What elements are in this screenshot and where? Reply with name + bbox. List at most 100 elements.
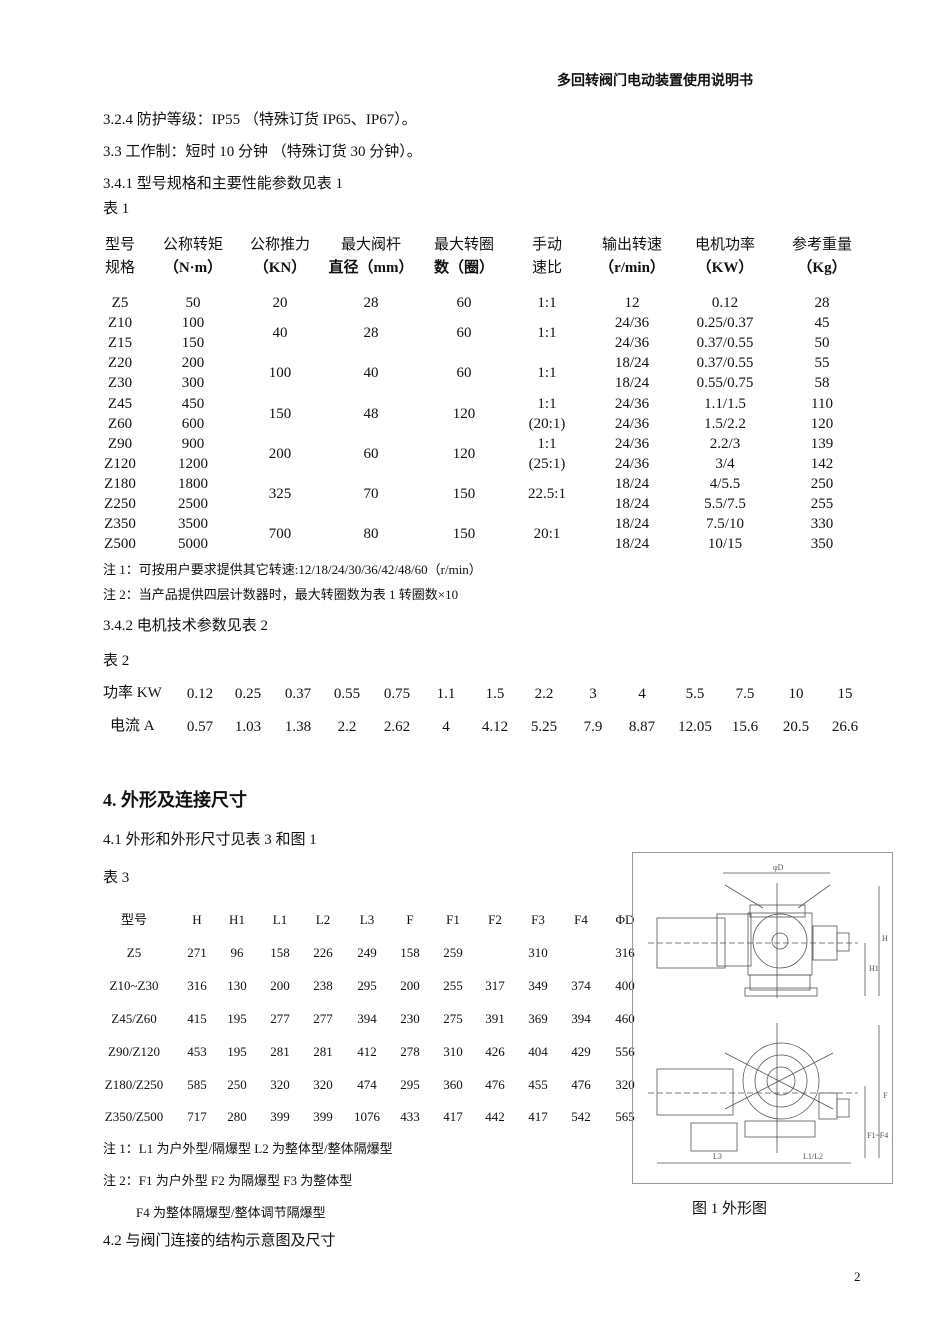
table2-cell-current: 4.12 (481, 719, 509, 735)
table1-cell-model: Z350 (104, 516, 136, 533)
table3-cell: 394 (571, 1011, 591, 1026)
table3-cell: 310 (528, 945, 548, 960)
table1-cell-speed: 18/24 (614, 536, 650, 553)
table1-header-unit: （KW） (696, 260, 754, 276)
table3-cell: 281 (313, 1044, 333, 1059)
table1-header: 最大阀杆 (340, 237, 402, 253)
table1-cell-speed: 18/24 (614, 516, 650, 533)
table3-cell: 417 (528, 1109, 548, 1124)
table1-cell-model: Z5 (111, 295, 129, 311)
table3-cell: 96 (230, 945, 244, 960)
table1-cell-torque: 900 (181, 435, 205, 452)
table1-cell-speed: 24/36 (614, 335, 650, 352)
table1-cell-speed: 18/24 (614, 375, 650, 392)
table2-cell-power: 2.2 (534, 686, 554, 702)
table1-cell-turns: 150 (452, 526, 476, 543)
table1-header-unit: 规格 (104, 260, 136, 276)
label-f1-f4: F1~F4 (867, 1131, 888, 1140)
table1-cell-speed: 24/36 (614, 455, 650, 472)
table1-cell-power: 1.1/1.5 (704, 395, 746, 412)
table3-cell: 556 (615, 1044, 635, 1059)
table2-cell-power: 1.1 (436, 686, 456, 702)
table1-header: 输出转速 (601, 237, 663, 253)
table2-cell-current: 7.9 (583, 719, 603, 735)
table3-cell: 585 (187, 1077, 207, 1092)
table1-header: 公称推力 (249, 237, 311, 253)
table1-header: 公称转矩 (162, 237, 224, 253)
section-3-2-4: 3.2.4 防护等级：IP55 （特殊订货 IP65、IP67）。 (103, 112, 417, 128)
table1-cell-model: Z60 (107, 415, 133, 432)
table1-cell-speed: 18/24 (614, 496, 650, 512)
table3-header: ΦD (615, 912, 635, 927)
table3-cell: 453 (187, 1044, 207, 1059)
table3-cell: 238 (313, 978, 333, 993)
table3-cell: Z90/Z120 (108, 1044, 160, 1059)
table3-cell: 226 (313, 945, 333, 960)
page-number: 2 (854, 1269, 861, 1284)
table3-cell: 230 (400, 1011, 420, 1026)
table3-cell: 542 (571, 1109, 591, 1124)
table3-cell: 130 (227, 978, 247, 993)
table1-header-unit: 直径（mm） (328, 260, 414, 276)
table1-cell-model: Z250 (104, 496, 136, 512)
table3-cell: 426 (485, 1044, 505, 1059)
table3-cell: 1076 (354, 1109, 380, 1124)
table3-cell: 565 (615, 1109, 635, 1124)
table3-cell: 277 (270, 1011, 290, 1026)
table2-cell-power: 0.55 (333, 686, 361, 702)
table2-cell-power: 7.5 (735, 686, 755, 702)
table3-cell: Z10~Z30 (109, 978, 159, 993)
table3-cell: 200 (270, 978, 290, 993)
table3-cell: 412 (357, 1044, 377, 1059)
table1-cell-weight: 255 (810, 496, 834, 512)
table3-note-2: 注 2：F1 为户外型 F2 为隔爆型 F3 为整体型 (103, 1173, 353, 1188)
table1-cell-turns: 120 (452, 405, 476, 422)
table1-cell-weight: 45 (814, 315, 830, 332)
table1-cell-torque: 150 (181, 335, 205, 352)
table1-cell-speed: 24/36 (614, 415, 650, 432)
label-h: H (882, 934, 888, 943)
table3-cell: 460 (615, 1011, 635, 1026)
table1-cell-model: Z90 (107, 435, 133, 452)
table1-cell-thrust: 700 (268, 526, 292, 543)
table1-cell-thrust: 325 (268, 485, 292, 502)
table2-cell-current: 2.62 (383, 719, 411, 735)
table1-cell-thrust: 100 (268, 365, 292, 382)
table3-cell: 195 (227, 1011, 247, 1026)
table3-cell: 310 (443, 1044, 463, 1059)
table2-cell-current: 20.5 (782, 719, 810, 735)
table2-label: 表 2 (103, 653, 130, 669)
table1-cell-thrust: 40 (272, 325, 288, 342)
table1-cell-power: 0.55/0.75 (696, 375, 754, 392)
table3-header: 型号 (120, 912, 148, 927)
table3-cell: 374 (571, 978, 591, 993)
table3-cell: 320 (313, 1077, 333, 1092)
table3-cell: Z5 (126, 945, 142, 960)
table3-header: F1 (446, 912, 460, 927)
table3-cell: 404 (528, 1044, 548, 1059)
table3-cell: 455 (528, 1077, 548, 1092)
table3-cell: Z180/Z250 (104, 1077, 164, 1092)
table1-cell-ratio: (25:1) (528, 455, 566, 472)
table1-cell-model: Z180 (104, 475, 136, 492)
table1-cell-torque: 450 (181, 395, 205, 412)
label-l1-l2: L1/L2 (803, 1152, 823, 1161)
table3-header: F2 (488, 912, 502, 927)
table2-current-label: 电流 A (110, 718, 155, 734)
table1-cell-ratio: 1:1 (537, 325, 557, 342)
table1-cell-power: 10/15 (707, 536, 743, 553)
table1-cell-model: Z120 (104, 455, 136, 472)
table3-header: L1 (272, 912, 288, 927)
table1-cell-power: 0.12 (711, 295, 739, 311)
table3-cell: 195 (227, 1044, 247, 1059)
table2-cell-power: 3 (589, 686, 597, 702)
table1-header: 电机功率 (694, 237, 756, 253)
table1-cell-power: 0.37/0.55 (696, 355, 754, 372)
table2-cell-power: 5.5 (685, 686, 705, 702)
table3-header: H1 (229, 912, 245, 927)
table1-header: 手动 (531, 237, 563, 253)
table1-cell-speed: 24/36 (614, 435, 650, 452)
table3-cell: 259 (443, 945, 463, 960)
table3-header: F (406, 912, 414, 927)
table1-cell-stem: 80 (363, 526, 379, 543)
